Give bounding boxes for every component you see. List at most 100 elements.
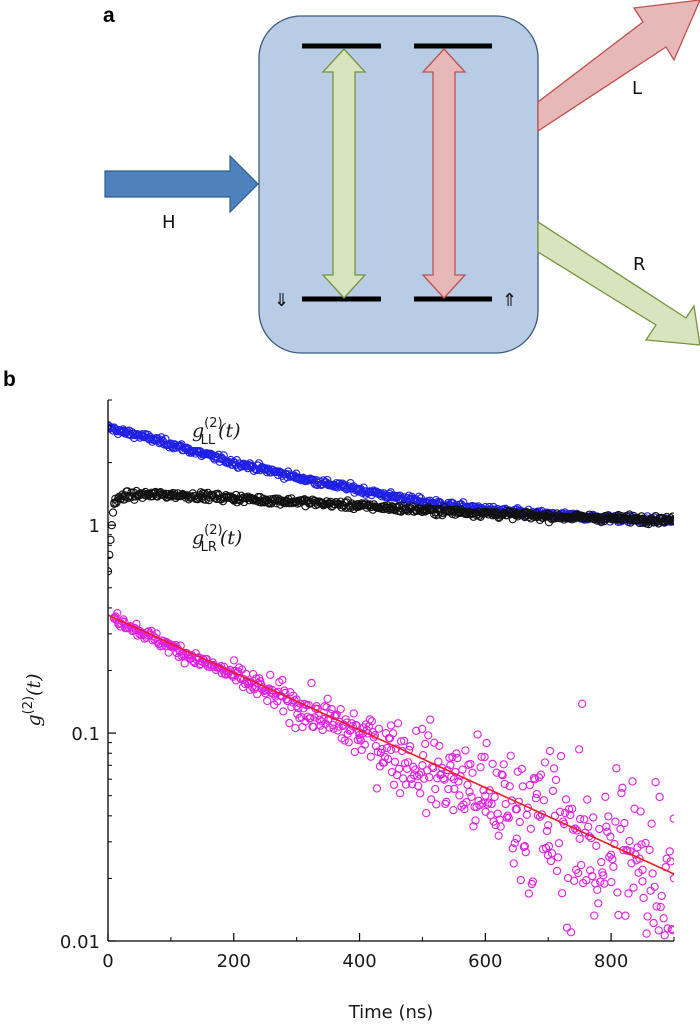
data-point (365, 715, 375, 724)
data-point (412, 726, 421, 736)
data-point (536, 770, 546, 779)
data-point (327, 704, 336, 714)
data-point (323, 694, 332, 703)
data-point (528, 877, 538, 886)
data-point (315, 715, 324, 724)
data-point (497, 770, 506, 779)
data-point (247, 682, 257, 692)
data-point (625, 836, 634, 846)
data-point (416, 789, 425, 798)
data-point (501, 799, 510, 809)
data-point (638, 877, 647, 886)
data-point (444, 784, 453, 794)
data-point (546, 856, 556, 866)
data-point (521, 848, 530, 857)
data-point (650, 882, 659, 891)
data-point (403, 758, 413, 767)
output-arrow-r (537, 220, 700, 346)
data-point (422, 808, 431, 818)
data-point (599, 871, 608, 880)
data-point (561, 795, 571, 804)
data-point (278, 675, 287, 685)
data-point (573, 826, 582, 835)
data-point (334, 722, 343, 731)
data-point (316, 721, 325, 730)
y-axis-label: g(2)(t) (21, 673, 45, 726)
series-fit (108, 614, 674, 875)
data-point (544, 841, 554, 851)
spin-up-label: ⇑ (502, 290, 517, 311)
data-point (654, 926, 663, 935)
data-point (498, 771, 507, 780)
data-point (229, 656, 239, 665)
data-point (667, 925, 674, 934)
fit-line (108, 614, 674, 875)
tick-marks (107, 399, 675, 942)
data-point (478, 799, 487, 808)
data-point (609, 862, 618, 871)
data-point (657, 891, 666, 901)
data-point (395, 789, 405, 798)
data-point (610, 839, 619, 849)
data-point (520, 841, 529, 851)
data-point (559, 819, 569, 829)
x-tick-label: 0 (102, 951, 113, 972)
data-point (485, 786, 494, 795)
data-point (382, 743, 392, 753)
data-point (447, 772, 456, 782)
data-point (386, 745, 396, 755)
data-point (624, 889, 633, 898)
data-point (582, 876, 591, 885)
data-point (668, 926, 674, 935)
data-point (666, 857, 674, 866)
data-point (317, 717, 326, 726)
data-point (349, 709, 358, 718)
data-point (655, 792, 664, 802)
x-tick-label: 200 (217, 951, 251, 972)
output-label-l: L (632, 78, 642, 99)
data-point (418, 724, 427, 734)
data-point (476, 763, 485, 772)
data-point (332, 710, 341, 719)
data-point (642, 929, 651, 938)
data-point (285, 718, 294, 728)
data-point (652, 902, 661, 911)
curve-label-lr-main: g (192, 527, 204, 549)
data-point (461, 746, 470, 755)
data-point (569, 876, 579, 885)
output-label-r: R (633, 254, 646, 275)
data-point (491, 820, 500, 830)
data-point (555, 807, 565, 816)
data-point (530, 775, 540, 784)
data-point (310, 713, 319, 722)
data-point (643, 912, 652, 921)
data-point (473, 730, 482, 739)
data-point (656, 902, 665, 912)
data-point (487, 799, 496, 809)
data-point (567, 804, 577, 813)
data-point (108, 508, 118, 517)
spin-down-label: ⇓ (274, 290, 289, 311)
data-point (469, 822, 478, 831)
data-point (556, 751, 566, 761)
data-point (540, 758, 550, 767)
data-point (669, 515, 674, 524)
data-point (659, 914, 668, 923)
data-point (511, 805, 520, 814)
data-point (420, 774, 429, 783)
data-point (414, 781, 423, 791)
data-point (613, 888, 622, 897)
curve-label-ll-sup: (2) (204, 416, 222, 431)
data-point (291, 723, 300, 733)
x-tick-label: 600 (468, 951, 502, 972)
data-point (235, 673, 245, 683)
data-point (576, 814, 585, 824)
data-point (606, 832, 615, 841)
data-point (496, 822, 505, 831)
data-point (663, 924, 672, 933)
data-point (575, 834, 584, 843)
data-point (628, 777, 637, 786)
data-point (452, 749, 461, 758)
